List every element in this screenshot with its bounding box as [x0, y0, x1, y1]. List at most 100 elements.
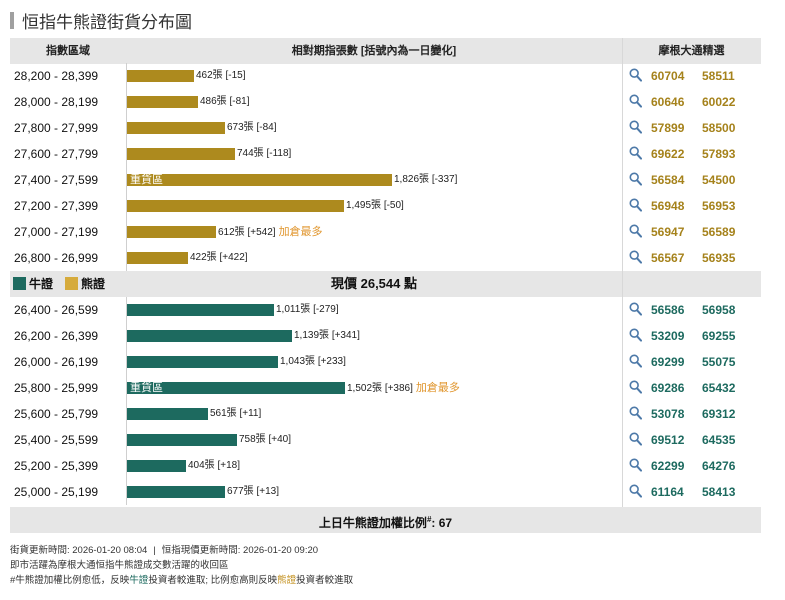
warrant-picks: 69286 65432	[622, 375, 761, 401]
search-icon[interactable]	[629, 250, 642, 264]
weighted-ratio: 上日牛熊證加權比例#: 67	[10, 507, 761, 533]
bull-row: 25,200 - 25,399 404張 [+18]	[10, 453, 622, 479]
warrant-picks: 56586 56958	[622, 297, 761, 323]
bull-row: 26,400 - 26,599 1,011張 [-279]	[10, 297, 622, 323]
bar-change: [-279]	[313, 304, 339, 315]
warrant-code-link[interactable]: 69299	[651, 355, 685, 369]
warrant-code-link[interactable]: 55075	[702, 355, 736, 369]
search-icon[interactable]	[629, 146, 642, 160]
warrant-code-link[interactable]: 56958	[702, 303, 736, 317]
warrant-code-link[interactable]: 54500	[702, 173, 736, 187]
bar-value-label: 1,495張 [-50]	[346, 193, 404, 219]
warrant-code-link[interactable]: 57893	[702, 147, 736, 161]
bar-axis-line	[126, 219, 127, 245]
bar-count: 1,043張	[280, 356, 316, 367]
search-icon[interactable]	[629, 94, 642, 108]
warrant-code-link[interactable]: 69512	[651, 433, 685, 447]
price-range-label: 25,000 - 25,199	[14, 485, 99, 499]
warrant-code-link[interactable]: 69286	[651, 381, 685, 395]
bear-bar	[127, 96, 198, 108]
warrant-picks: 62299 64276	[622, 453, 761, 479]
search-icon[interactable]	[629, 302, 642, 316]
bar-axis-line	[126, 63, 127, 89]
bar-value-label: 561張 [+11]	[210, 401, 261, 427]
search-icon[interactable]	[629, 354, 642, 368]
bar-change: [-337]	[431, 174, 458, 185]
bull-bar	[127, 304, 274, 316]
warrant-code-link[interactable]: 61164	[651, 485, 684, 499]
bar-change: [+233]	[317, 356, 346, 367]
bar-count: 422張	[190, 252, 217, 263]
bar-change: [+386]	[384, 383, 413, 394]
bar-count: 404張	[188, 460, 215, 471]
bar-count: 673張	[227, 122, 254, 133]
bull-bar	[127, 330, 292, 342]
table-header: 指數區域 相對期指張數 [括號內為一日變化] 摩根大通精選	[10, 38, 761, 64]
warrant-code-link[interactable]: 56947	[651, 225, 685, 239]
price-range-label: 27,200 - 27,399	[14, 199, 99, 213]
warrant-code-link[interactable]: 60022	[702, 95, 736, 109]
bear-bar	[127, 226, 216, 238]
search-icon[interactable]	[629, 198, 642, 212]
warrant-code-link[interactable]: 65432	[702, 381, 736, 395]
warrant-code-link[interactable]: 64535	[702, 433, 736, 447]
bar-count: 561張	[210, 408, 237, 419]
search-icon[interactable]	[629, 458, 642, 472]
search-icon[interactable]	[629, 120, 642, 134]
bull-bar	[127, 460, 186, 472]
warrant-code-link[interactable]: 58500	[702, 121, 736, 135]
bar-change: [-81]	[229, 96, 250, 107]
search-icon[interactable]	[629, 224, 642, 238]
warrant-code-link[interactable]: 56584	[651, 173, 685, 187]
search-icon[interactable]	[629, 484, 642, 498]
price-range-label: 26,400 - 26,599	[14, 303, 99, 317]
warrant-code-link[interactable]: 56586	[651, 303, 685, 317]
bar-axis-line	[126, 323, 127, 349]
warrant-code-link[interactable]: 69312	[702, 407, 736, 421]
search-icon[interactable]	[629, 432, 642, 446]
warrant-code-link[interactable]: 69622	[651, 147, 685, 161]
search-icon[interactable]	[629, 406, 642, 420]
ratio-note-a: #牛熊證加權比例愈低，反映	[10, 575, 130, 586]
bar-count: 677張	[227, 486, 254, 497]
price-update-time: 恒指現價更新時間: 2026-01-20 09:20	[161, 545, 319, 556]
most-added-label: 加倉最多	[415, 382, 460, 394]
bar-count: 1,139張	[294, 330, 330, 341]
bar-value-label: 1,502張 [+386] 加倉最多	[347, 375, 460, 401]
search-icon[interactable]	[629, 380, 642, 394]
bull-bar	[127, 486, 225, 498]
warrant-code-link[interactable]: 56953	[702, 199, 736, 213]
bar-count: 758張	[239, 434, 266, 445]
warrant-code-link[interactable]: 56948	[651, 199, 685, 213]
bar-axis-line	[126, 167, 127, 193]
note-separator: |	[153, 545, 156, 556]
warrant-code-link[interactable]: 53078	[651, 407, 685, 421]
warrant-code-link[interactable]: 57899	[651, 121, 685, 135]
header-bars: 相對期指張數 [括號內為一日變化]	[291, 45, 457, 57]
warrant-code-link[interactable]: 58413	[702, 485, 736, 499]
warrant-code-link[interactable]: 64276	[702, 459, 736, 473]
bar-axis-line	[126, 89, 127, 115]
search-icon[interactable]	[629, 68, 642, 82]
bar-value-label: 673張 [-84]	[227, 115, 276, 141]
warrant-code-link[interactable]: 53209	[651, 329, 685, 343]
bar-value-label: 404張 [+18]	[188, 453, 240, 479]
warrant-code-link[interactable]: 62299	[651, 459, 685, 473]
bar-value-label: 486張 [-81]	[200, 89, 249, 115]
warrant-code-link[interactable]: 60704	[651, 69, 685, 83]
search-icon[interactable]	[629, 172, 642, 186]
bear-legend-swatch	[65, 277, 78, 290]
warrant-code-link[interactable]: 60646	[651, 95, 685, 109]
warrant-code-link[interactable]: 56935	[702, 251, 736, 265]
bar-change: [-50]	[383, 200, 404, 211]
warrant-code-link[interactable]: 58511	[702, 69, 735, 83]
bar-value-label: 744張 [-118]	[237, 141, 291, 167]
bar-axis-line	[126, 349, 127, 375]
warrant-code-link[interactable]: 56589	[702, 225, 736, 239]
bar-value-label: 422張 [+422]	[190, 245, 248, 271]
search-icon[interactable]	[629, 328, 642, 342]
warrant-code-link[interactable]: 56567	[651, 251, 685, 265]
warrant-code-link[interactable]: 69255	[702, 329, 736, 343]
bar-count: 744張	[237, 148, 264, 159]
price-range-label: 27,400 - 27,599	[14, 173, 99, 187]
